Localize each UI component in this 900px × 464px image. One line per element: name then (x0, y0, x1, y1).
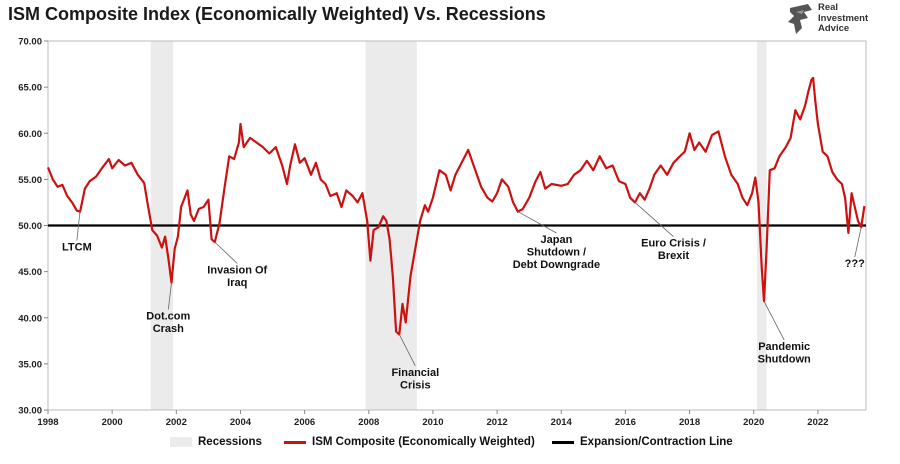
annotation-label: Pandemic Shutdown (758, 341, 811, 366)
legend-swatch-line (552, 440, 574, 444)
annotation-line: Crisis (400, 379, 431, 391)
y-tick-label: 70.00 (18, 37, 42, 48)
annotation-leader (634, 202, 674, 238)
annotation-line: Shutdown / (527, 247, 586, 259)
company-logo: Real Investment Advice (786, 2, 894, 36)
annotations: LTCM Dot.com Crash Invasion Of Iraq Financial… (62, 202, 865, 391)
x-tick-label: 2016 (615, 417, 636, 428)
annotation-line: Euro Crisis / (641, 238, 706, 250)
logo-line-3: Advice (818, 23, 850, 34)
annotation-leader (167, 282, 172, 310)
eagle-icon (788, 4, 812, 34)
legend-swatch-recessions (170, 437, 192, 447)
x-tick-label: 1998 (37, 417, 58, 428)
logo-line-1: Real (818, 2, 839, 13)
x-tick-label: 2022 (807, 417, 828, 428)
y-tick-label: 35.00 (18, 359, 42, 370)
annotation-label: Euro Crisis / Brexit (641, 238, 706, 263)
annotation-label: ??? (845, 258, 865, 270)
annotation-leader (76, 210, 81, 241)
annotation-line: LTCM (62, 241, 92, 253)
legend-item-line: Expansion/Contraction Line (552, 436, 733, 448)
x-tick-label: 2014 (551, 417, 573, 428)
logo-text: Real Investment Advice (818, 2, 869, 35)
x-tick-label: 2000 (102, 417, 123, 428)
annotation-label: Japan Shutdown / Debt Downgrade (513, 234, 600, 271)
annotation-line: Pandemic (758, 341, 810, 353)
legend-label-recessions: Recessions (198, 436, 262, 448)
annotation-line: Shutdown (758, 354, 811, 366)
legend-label-line: Expansion/Contraction Line (580, 436, 733, 448)
x-tick-label: 2018 (679, 417, 700, 428)
x-tick-label: 2006 (294, 417, 315, 428)
y-tick-label: 45.00 (18, 267, 42, 278)
y-tick-label: 50.00 (18, 221, 42, 232)
annotation-line: Dot.com (146, 311, 190, 323)
annotation-line: Financial (391, 367, 439, 379)
legend-item-series: ISM Composite (Economically Weighted) (284, 436, 535, 448)
axes: 30.00 35.00 40.00 45.00 50.00 55.00 60.00 65.00… (18, 37, 828, 429)
annotation-label: Dot.com Crash (146, 311, 190, 336)
x-tick-label: 2010 (422, 417, 443, 428)
annotation-label: LTCM (62, 241, 92, 253)
x-tick-label: 2002 (166, 417, 187, 428)
annotation-leader (398, 334, 416, 367)
annotation-line: Iraq (227, 277, 247, 289)
y-tick-label: 55.00 (18, 175, 42, 186)
x-tick-label: 2020 (743, 417, 764, 428)
legend-swatch-series (284, 440, 306, 444)
x-tick-label: 2008 (358, 417, 379, 428)
ism-composite-line (46, 76, 866, 336)
y-tick-label: 65.00 (18, 83, 42, 94)
annotation-line: Brexit (658, 250, 690, 262)
legend-label-series: ISM Composite (Economically Weighted) (312, 436, 535, 448)
annotation-leader (214, 241, 238, 264)
annotation-line: ??? (845, 258, 865, 270)
annotation-leader (517, 211, 557, 234)
y-tick-label: 30.00 (18, 406, 42, 417)
chart-title: ISM Composite Index (Economically Weight… (8, 4, 546, 24)
annotation-line: Invasion Of (207, 264, 267, 276)
logo-line-2: Investment (818, 12, 869, 24)
annotation-label: Invasion Of Iraq (207, 264, 267, 289)
x-tick-label: 2012 (487, 417, 508, 428)
annotation-leader (763, 300, 785, 341)
y-tick-label: 60.00 (18, 129, 42, 140)
annotation-label: Financial Crisis (391, 367, 439, 392)
annotation-leader (854, 227, 862, 258)
annotation-line: Debt Downgrade (513, 259, 600, 271)
annotation-line: Crash (153, 323, 184, 335)
ism-series (46, 76, 866, 336)
y-tick-label: 40.00 (18, 313, 42, 324)
chart-legend: Recessions ISM Composite (Economically W… (0, 436, 900, 452)
annotation-line: Japan (541, 234, 573, 246)
legend-item-recessions: Recessions (170, 436, 262, 448)
x-tick-label: 2004 (230, 417, 252, 428)
